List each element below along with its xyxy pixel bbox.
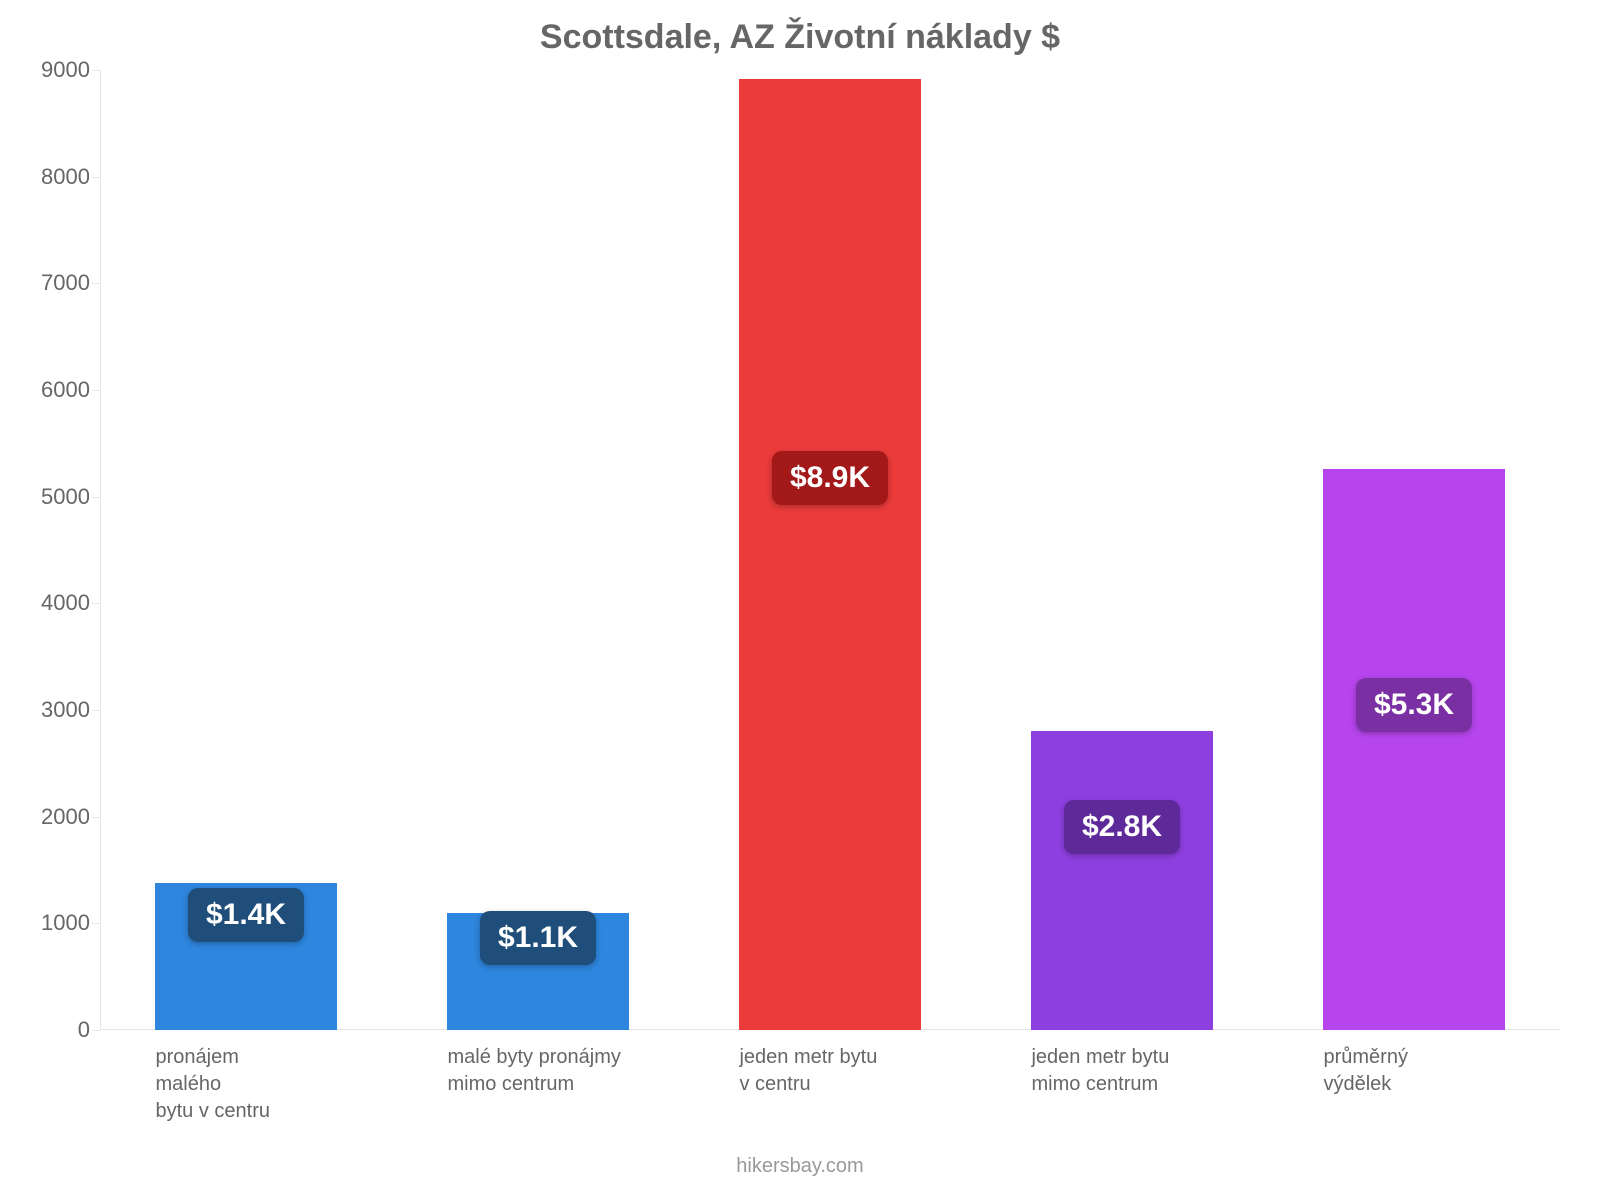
y-tick-mark [92,70,100,71]
bar-value-badge: $8.9K [772,451,888,505]
y-tick-label: 9000 [30,57,90,83]
bar-value-badge: $1.4K [188,888,304,942]
y-tick-label: 3000 [30,697,90,723]
plot-area: 0100020003000400050006000700080009000$1.… [100,70,1560,1030]
chart-container: Scottsdale, AZ Životní náklady $ 0100020… [0,0,1600,1200]
y-tick-mark [92,923,100,924]
bar [1323,469,1504,1030]
y-tick-mark [92,603,100,604]
bar [739,79,920,1030]
y-tick-label: 8000 [30,164,90,190]
bar-value-badge: $2.8K [1064,800,1180,854]
y-tick-label: 2000 [30,804,90,830]
y-tick-label: 4000 [30,590,90,616]
y-tick-label: 5000 [30,484,90,510]
y-axis-line [100,70,101,1030]
bar [1031,731,1212,1030]
y-tick-label: 0 [30,1017,90,1043]
y-tick-mark [92,283,100,284]
y-tick-label: 6000 [30,377,90,403]
y-tick-mark [92,710,100,711]
y-tick-mark [92,497,100,498]
bar-value-badge: $5.3K [1356,678,1472,732]
y-tick-mark [92,390,100,391]
x-category-label: malé byty pronájmy mimo centrum [447,1044,668,1098]
chart-title: Scottsdale, AZ Životní náklady $ [0,18,1600,57]
source-attribution: hikersbay.com [0,1155,1600,1178]
x-category-label: jeden metr bytu v centru [739,1044,960,1098]
x-category-label: průměrný výdělek [1323,1044,1544,1098]
y-tick-mark [92,177,100,178]
y-tick-mark [92,1030,100,1031]
y-tick-label: 1000 [30,910,90,936]
x-category-label: pronájem malého bytu v centru [155,1044,376,1125]
x-category-label: jeden metr bytu mimo centrum [1031,1044,1252,1098]
bar-value-badge: $1.1K [480,911,596,965]
y-tick-label: 7000 [30,270,90,296]
y-tick-mark [92,817,100,818]
